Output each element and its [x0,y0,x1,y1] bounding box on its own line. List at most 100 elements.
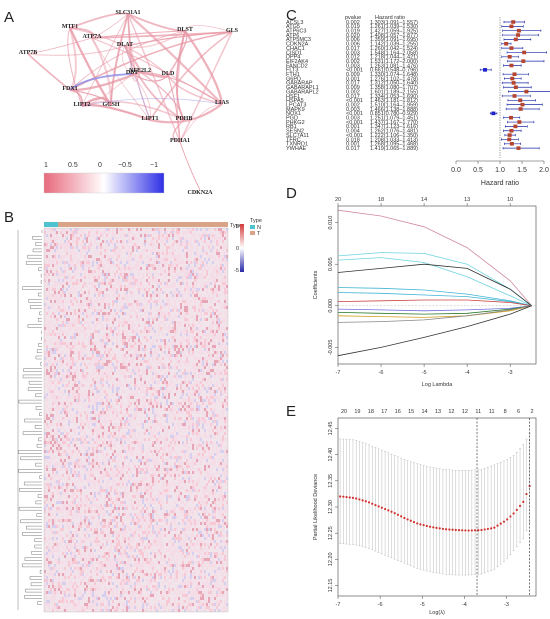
heatmap-cell [192,432,194,435]
heatmap-cell [108,291,110,294]
heatmap-cell [158,375,160,378]
heatmap-cell [206,414,208,417]
heatmap-cell [222,447,224,450]
heatmap-cell [104,354,106,357]
heatmap-cell [82,273,84,276]
heatmap-cell [100,279,102,282]
heatmap-cell [112,429,114,432]
heatmap-cell [136,459,138,462]
heatmap-cell [102,315,104,318]
heatmap-cell [98,375,100,378]
heatmap-cell [134,378,136,381]
heatmap-cell [170,375,172,378]
heatmap-cell [86,315,88,318]
heatmap-cell [162,387,164,390]
heatmap-cell [84,228,86,231]
dendrogram-branch [24,418,42,423]
heatmap-cell [64,324,66,327]
heatmap-cell [180,408,182,411]
heatmap-cell [130,297,132,300]
heatmap-cell [62,246,64,249]
heatmap-cell [154,384,156,387]
heatmap-cell [98,363,100,366]
heatmap-cell [170,393,172,396]
heatmap-cell [208,321,210,324]
heatmap-cell [154,420,156,423]
heatmap-cell [154,465,156,468]
heatmap-cell [124,267,126,270]
heatmap-cell [202,246,204,249]
heatmap-cell [124,258,126,261]
network-legend-tick: −0.5 [118,162,132,169]
heatmap-cell [166,303,168,306]
heatmap-cell [168,246,170,249]
heatmap-cell [220,249,222,252]
heatmap-cell [66,255,68,258]
heatmap-cell [62,279,64,282]
heatmap-cell [88,462,90,465]
heatmap-cell [124,237,126,240]
heatmap-cell [48,432,50,435]
heatmap-cell [54,267,56,270]
heatmap-cell [158,399,160,402]
heatmap-cell [92,447,94,450]
heatmap-cell [204,324,206,327]
heatmap-cell [222,231,224,234]
heatmap-cell [224,315,226,318]
heatmap-cell [206,444,208,447]
heatmap-cell [80,396,82,399]
heatmap-cell [154,345,156,348]
heatmap-cell [54,354,56,357]
heatmap-cell [96,252,98,255]
heatmap-cell [192,330,194,333]
heatmap-cell [86,276,88,279]
heatmap-cell [176,294,178,297]
heatmap-cell [126,399,128,402]
heatmap-cell [184,282,186,285]
heatmap-cell [184,447,186,450]
heatmap-cell [172,354,174,357]
heatmap-cell [166,237,168,240]
heatmap-cell [196,261,198,264]
heatmap-cell [116,348,118,351]
heatmap-cell [128,423,130,426]
heatmap-cell [224,228,226,231]
heatmap-cell [100,294,102,297]
heatmap-cell [110,402,112,405]
heatmap-cell [162,384,164,387]
heatmap-cell [108,252,110,255]
heatmap-cell [126,417,128,420]
heatmap-cell [106,228,108,231]
heatmap-cell [214,432,216,435]
heatmap-cell [100,378,102,381]
heatmap-cell [198,261,200,264]
heatmap-cell [222,420,224,423]
heatmap-cell [70,462,72,465]
heatmap-cell [128,324,130,327]
heatmap-cell [194,312,196,315]
heatmap-cell [176,231,178,234]
heatmap-cell [222,435,224,438]
heatmap-cell [124,264,126,267]
heatmap-cell [118,447,120,450]
heatmap-cell [60,393,62,396]
heatmap-cell [164,294,166,297]
heatmap-cell [108,285,110,288]
heatmap-cell [70,234,72,237]
heatmap-cell [116,369,118,372]
heatmap-cell [200,381,202,384]
network-node-label: PDHA1 [170,138,190,144]
heatmap-cell [208,417,210,420]
heatmap-cell [154,252,156,255]
heatmap-cell [196,339,198,342]
heatmap-cell [46,315,48,318]
heatmap-cell [70,318,72,321]
heatmap-cell [94,444,96,447]
heatmap-cell [162,282,164,285]
heatmap-cell [140,273,142,276]
heatmap-cell [206,261,208,264]
heatmap-cell [102,243,104,246]
heatmap-cell [176,369,178,372]
heatmap-cell [128,384,130,387]
heatmap-cell [164,240,166,243]
